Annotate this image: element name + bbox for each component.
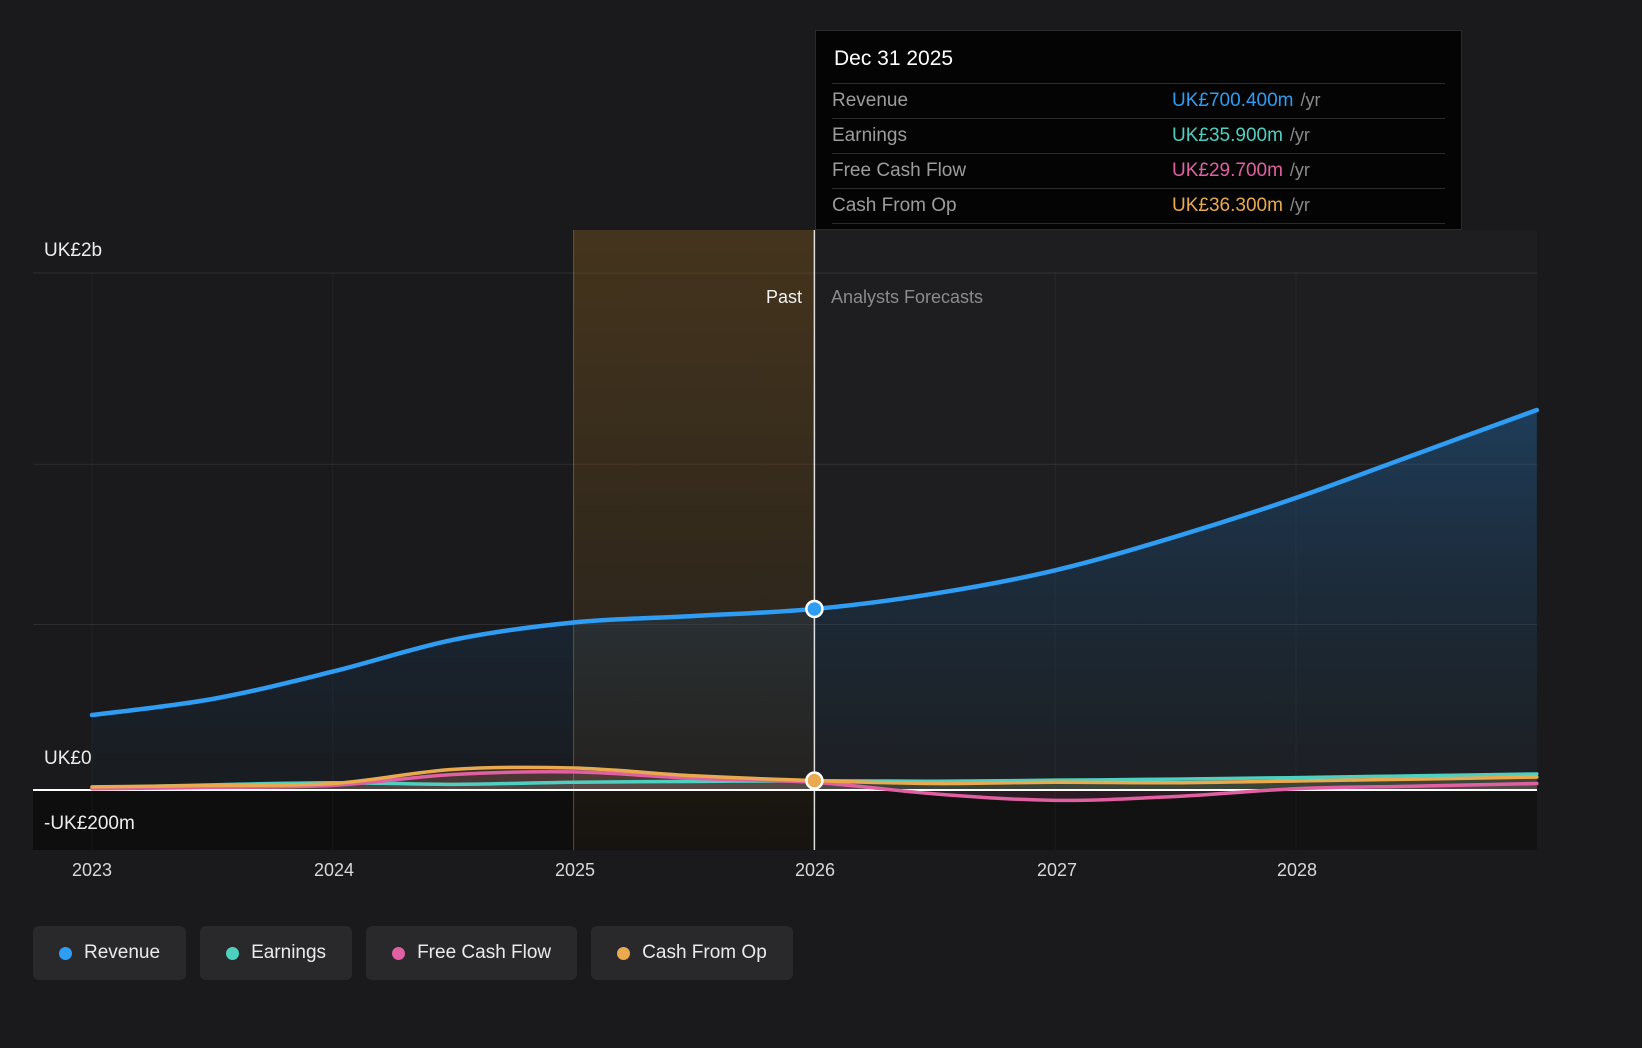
tooltip-suffix: /yr — [1289, 195, 1310, 215]
tooltip-row-earnings: Earnings UK£35.900m /yr — [832, 118, 1445, 153]
legend-label-earnings: Earnings — [251, 942, 327, 963]
earnings-dot-icon — [226, 946, 240, 960]
free-cash-flow-dot-icon — [392, 946, 406, 960]
x-axis-label-2026: 2026 — [794, 860, 836, 880]
tooltip-suffix: /yr — [1289, 125, 1310, 145]
chart-legend: Revenue Earnings Free Cash Flow Cash Fro… — [33, 926, 793, 980]
legend-item-earnings[interactable]: Earnings — [200, 926, 353, 980]
forecast-region-label: Analysts Forecasts — [831, 287, 984, 307]
tooltip-value: UK£36.300m — [1172, 195, 1283, 216]
x-axis-label-2024: 2024 — [313, 860, 355, 880]
x-axis-label-2028: 2028 — [1276, 860, 1318, 880]
tooltip-row-revenue: Revenue UK£700.400m /yr — [832, 83, 1445, 118]
chart-tooltip: Dec 31 2025 Revenue UK£700.400m /yr Earn… — [815, 30, 1462, 230]
revenue-dot-icon — [59, 946, 72, 960]
legend-label-free-cash-flow: Free Cash Flow — [417, 942, 552, 963]
tooltip-suffix: /yr — [1289, 160, 1310, 180]
x-axis-label-2023: 2023 — [71, 860, 113, 880]
past-region-label: Past — [765, 287, 802, 307]
y-axis-label-0: UK£0 — [44, 748, 92, 769]
legend-item-free-cash-flow[interactable]: Free Cash Flow — [366, 926, 578, 980]
tooltip-row-cash-from-op: Cash From Op UK£36.300m /yr — [832, 188, 1445, 224]
legend-item-cash-from-op[interactable]: Cash From Op — [591, 926, 793, 980]
x-axis-label-2027: 2027 — [1036, 860, 1078, 880]
tooltip-date: Dec 31 2025 — [834, 47, 954, 70]
tooltip-suffix: /yr — [1300, 90, 1321, 110]
legend-label-cash-from-op: Cash From Op — [642, 942, 767, 963]
tooltip-label: Earnings — [832, 125, 907, 146]
tooltip-label: Cash From Op — [832, 195, 957, 216]
cash-from-op-dot-icon — [617, 946, 631, 960]
tooltip-value: UK£700.400m — [1172, 90, 1294, 111]
y-axis-label-2b: UK£2b — [44, 240, 103, 261]
tooltip-value: UK£35.900m — [1172, 125, 1283, 146]
tooltip-value: UK£29.700m — [1172, 160, 1283, 181]
tooltip-label: Free Cash Flow — [832, 160, 967, 181]
tooltip-row-free-cash-flow: Free Cash Flow UK£29.700m /yr — [832, 153, 1445, 188]
legend-label-revenue: Revenue — [84, 942, 161, 963]
y-axis-label-neg200m: -UK£200m — [44, 813, 135, 834]
legend-item-revenue[interactable]: Revenue — [33, 926, 187, 980]
tooltip-label: Revenue — [832, 90, 909, 111]
x-axis-label-2025: 2025 — [554, 860, 596, 880]
